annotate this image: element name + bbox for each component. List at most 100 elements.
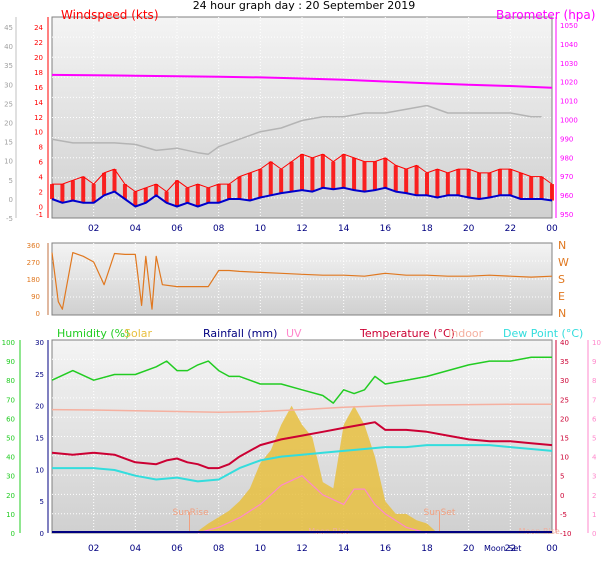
barometer-tick: 980 [560, 154, 573, 162]
humidity-line [51, 356, 552, 404]
wind-gust-bar [227, 184, 232, 200]
x-tick-label: 08 [213, 544, 225, 554]
uv-tick: 9 [592, 358, 596, 366]
barometer-tick: 1010 [560, 98, 578, 106]
wind-gust-bar [466, 169, 471, 198]
rainfall-tick: 20 [35, 403, 44, 411]
humidity-tick: 50 [6, 435, 15, 443]
wind-average-line [51, 186, 553, 208]
compass-label: E [558, 290, 565, 303]
barometer-line [51, 73, 553, 89]
x-tick-label: 04 [130, 544, 142, 554]
direction-tick: 180 [27, 276, 40, 284]
uv-tick: 8 [592, 377, 596, 385]
wind-gust-bar [393, 165, 398, 192]
x-tick-label: 20 [463, 544, 475, 554]
dewpoint-line [52, 444, 553, 483]
wind-outer-tick: 20 [4, 120, 13, 128]
wind-gust-bar [60, 184, 65, 203]
temperature-tick: 25 [560, 396, 569, 404]
barometer-tick: 1050 [560, 22, 578, 30]
humidity-tick: 60 [6, 415, 15, 423]
wind-outer-tick: 35 [4, 62, 13, 70]
x-tick-label: 02 [88, 544, 99, 554]
temperature-tick: 0 [560, 492, 564, 500]
legend-label: Solar [124, 327, 153, 340]
humidity-tick: 100 [2, 339, 15, 347]
x-tick-label: 10 [255, 544, 267, 554]
wind-gust-bar [102, 172, 107, 196]
x-tick-label: 22 [505, 224, 516, 234]
x-tick-label: 12 [296, 224, 307, 234]
humidity-tick: 30 [6, 473, 15, 481]
wind-gust-bar [445, 172, 450, 196]
barometer-tick: 1040 [560, 41, 578, 49]
wind-gust-bar [81, 176, 86, 203]
x-tick-label: 06 [171, 224, 183, 234]
humidity-tick: 40 [6, 454, 15, 462]
legend-label: UV [286, 327, 302, 340]
wind-gust-line [52, 153, 553, 193]
wind-gust-bar [497, 169, 502, 196]
uv-tick: 1 [592, 511, 596, 519]
wind-tick: 16 [34, 84, 43, 92]
temperature-tick: 20 [560, 415, 569, 423]
rainfall-tick: 5 [40, 498, 44, 506]
wind-gust-bar [195, 184, 200, 207]
wind-tick: 12 [34, 114, 43, 122]
temperature-tick: 15 [560, 435, 569, 443]
wind-gust-bar [518, 172, 523, 200]
wind-gust-bar [279, 169, 284, 194]
x-tick-label: 12 [296, 544, 307, 554]
humidity-tick: 90 [6, 358, 15, 366]
wind-gust-bar [143, 187, 148, 203]
wind-outer-tick: 30 [4, 81, 13, 89]
uv-tick: 10 [592, 339, 601, 347]
wind-tick: 6 [39, 159, 44, 167]
temperature-tick: 5 [560, 473, 564, 481]
humidity-tick: 10 [6, 511, 15, 519]
compass-label: S [558, 273, 565, 286]
wind-gust-bar [487, 172, 492, 198]
wind-tick: -1 [36, 211, 43, 219]
wind-gust-bar [383, 157, 388, 188]
wind-gust-bar [268, 161, 273, 196]
x-tick-label: 16 [380, 544, 392, 554]
wind-outer-tick: 0 [9, 196, 13, 204]
wind-gust-bar [185, 187, 190, 203]
wind-gust-bar [122, 184, 127, 200]
barometer-tick: 960 [560, 192, 573, 200]
temperature-line [51, 421, 553, 470]
humidity-tick: 0 [11, 530, 15, 538]
wind-gust-bar [477, 172, 482, 200]
x-tick-label: 20 [463, 224, 475, 234]
x-tick-label: 00 [546, 544, 558, 554]
rainfall-tick: 25 [35, 371, 44, 379]
wind-gust-bar [508, 169, 513, 196]
x-tick-label: 14 [338, 224, 350, 234]
wind-tick: 2 [39, 189, 43, 197]
legend-label: Indoor [448, 327, 484, 340]
wind-outer-tick: 5 [9, 177, 13, 185]
uv-tick: 4 [592, 454, 597, 462]
wind-direction-line [51, 252, 553, 310]
barometer-tick: 1020 [560, 79, 578, 87]
temperature-tick: 30 [560, 377, 569, 385]
wind-gust-bar [529, 176, 534, 200]
wind-gust-bar [435, 169, 440, 198]
wind-gust-bar [352, 157, 357, 191]
wind-axis-title: Windspeed (kts) [61, 8, 159, 22]
wind-outer-tick: 45 [4, 24, 13, 32]
humidity-tick: 70 [6, 396, 15, 404]
wind-gust-bar [362, 161, 367, 192]
page-title: 24 hour graph day : 20 September 2019 [192, 0, 416, 12]
wind-gust-bar [258, 169, 263, 198]
legend-label: Temperature (°C) [359, 327, 455, 340]
legend-label: Dew Point (°C) [503, 327, 583, 340]
uv-tick: 3 [592, 473, 596, 481]
compass-label: N [558, 239, 566, 252]
wind-gust-bar [310, 157, 315, 192]
wind-gust-bar [154, 184, 159, 196]
wind-tick: 20 [34, 54, 43, 62]
